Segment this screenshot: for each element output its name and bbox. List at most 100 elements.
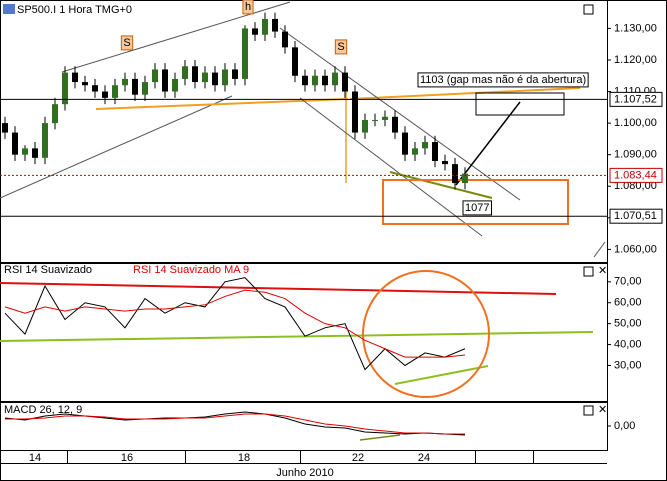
y-tick-label: 30,00 (614, 359, 642, 371)
candle-body (82, 82, 88, 86)
candle-body (52, 104, 58, 124)
candle-body (342, 72, 348, 92)
annotation-box (242, 0, 254, 15)
y-tick-label: 70,00 (614, 276, 642, 288)
candle-body (232, 69, 238, 79)
candle-body (312, 75, 318, 86)
annotation: S (123, 37, 130, 49)
candle-body (452, 164, 458, 184)
rsi-panel (0, 263, 608, 402)
candle-body (192, 66, 198, 83)
candle-body (62, 72, 68, 105)
annotation: 1103 (gap mas não é da abertura) (420, 74, 586, 86)
candle-body (132, 78, 138, 95)
price-level-label: 1.107,52 (614, 93, 657, 105)
y-tick-label: 60,00 (614, 297, 642, 309)
close-button[interactable]: ✕ (598, 404, 607, 416)
date-separators (67, 451, 534, 463)
candle-body (2, 123, 8, 133)
candle-body (142, 82, 148, 95)
candle-body (182, 66, 188, 79)
x-axis-title: Junho 2010 (276, 467, 334, 479)
candle-body (92, 85, 98, 92)
price-level-box (609, 208, 663, 224)
y-tick-label: 1.100,00 (614, 117, 657, 129)
annotation: h (245, 1, 251, 13)
indicator-line (5, 413, 465, 435)
close-button[interactable]: ✕ (598, 265, 607, 277)
x-tick-label: 24 (418, 452, 430, 464)
price-level-box (609, 91, 663, 107)
candle-body (222, 69, 228, 86)
legend-entry[interactable]: RSI 14 Suavizado (4, 264, 92, 276)
candle-body (462, 173, 468, 184)
trendlines (0, 1, 606, 441)
price-level-box (609, 167, 663, 183)
legend-entry[interactable]: MACD 26, 12, 9 (4, 404, 82, 416)
y-tick-label: 1.060,00 (614, 243, 657, 255)
candle-body (32, 148, 38, 158)
y-tick-label: 1.090,00 (614, 149, 657, 161)
candle-body (242, 28, 248, 79)
candle-body (402, 132, 408, 155)
candle-body (12, 132, 18, 155)
candle-body (332, 72, 338, 86)
annotation-box (120, 35, 134, 51)
annotation-box (462, 200, 492, 216)
candle-body (362, 119, 368, 133)
candle-body (392, 116, 398, 133)
candle-body (352, 91, 358, 133)
candle-body (422, 142, 428, 149)
candle-body (322, 75, 328, 86)
price-level-label: 1.083,44 (614, 169, 657, 181)
maximize-button[interactable] (583, 266, 594, 277)
price-level-label: 1.070,51 (614, 210, 657, 222)
candle-body (252, 28, 258, 35)
y-tick-label: 40,00 (614, 338, 642, 350)
candle-body (372, 119, 378, 121)
candle-body (22, 148, 28, 155)
y-tick-label: 1.130,00 (614, 22, 657, 34)
candle-body (72, 72, 78, 83)
x-tick-label: 16 (121, 452, 133, 464)
candle-body (202, 72, 208, 83)
y-tick-label: 0,00 (614, 420, 635, 432)
candle-body (152, 69, 158, 83)
candle-body (122, 78, 128, 86)
legend-entry[interactable]: RSI 14 Suavizado MA 9 (133, 264, 249, 276)
annotation-box (334, 39, 348, 55)
candle-body (412, 148, 418, 155)
candle-body (432, 142, 438, 161)
candle-body (292, 47, 298, 76)
candle-body (282, 31, 288, 48)
y-tick-label: 1.080,00 (614, 180, 657, 192)
maximize-button[interactable] (583, 405, 594, 416)
x-tick-label: 22 (352, 452, 364, 464)
y-tick-label: 1.120,00 (614, 54, 657, 66)
macd-panel (0, 402, 608, 451)
candle-body (212, 72, 218, 86)
annotation: S (337, 41, 344, 53)
candle-body (272, 18, 278, 32)
candle-body (302, 75, 308, 86)
candle-body (382, 116, 388, 120)
annotation: 1077 (465, 202, 489, 214)
candle-body (112, 85, 118, 98)
candle-body (172, 78, 178, 92)
symbol-title: SP500.I 1 Hora TMG+0 (17, 4, 132, 16)
candle-body (102, 91, 108, 98)
x-tick-label: 14 (29, 452, 41, 464)
candle-body (162, 69, 168, 92)
candle-body (442, 160, 448, 165)
maximize-button[interactable] (583, 4, 594, 15)
candle-body (42, 123, 48, 158)
candle-body (262, 18, 268, 35)
x-tick-label: 18 (238, 452, 250, 464)
y-tick-label: 50,00 (614, 318, 642, 330)
symbol-icon (3, 4, 15, 14)
indicator-line (4, 289, 466, 358)
annotation-box (417, 72, 589, 88)
indicator-line (4, 277, 466, 371)
price-panel (0, 0, 608, 263)
